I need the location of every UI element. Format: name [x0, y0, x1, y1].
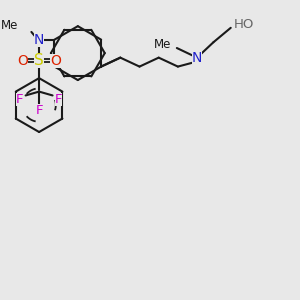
- Text: Me: Me: [1, 19, 18, 32]
- Text: N: N: [192, 51, 202, 64]
- Text: Me: Me: [154, 38, 171, 51]
- Text: F: F: [16, 93, 24, 106]
- Text: O: O: [17, 54, 28, 68]
- Text: S: S: [34, 53, 44, 68]
- Text: F: F: [55, 93, 62, 106]
- Text: O: O: [50, 54, 61, 68]
- Text: N: N: [34, 33, 44, 46]
- Text: F: F: [35, 104, 43, 117]
- Text: HO: HO: [234, 18, 254, 32]
